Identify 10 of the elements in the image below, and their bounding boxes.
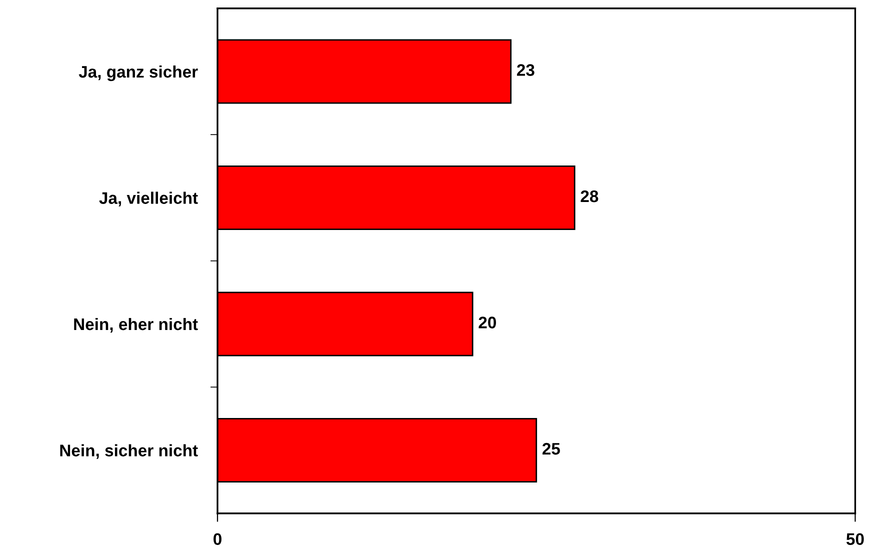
- x-tick-label: 50: [846, 533, 864, 546]
- data-label: 23: [516, 64, 534, 76]
- data-label: 20: [478, 316, 496, 328]
- y-tick-label: Ja, vielleicht: [99, 192, 198, 206]
- data-label: 28: [580, 190, 598, 202]
- y-tick-label: Ja, ganz sicher: [78, 65, 198, 82]
- y-tick-label: Nein, eher nicht: [74, 318, 198, 333]
- y-tick-label: Nein, sicher nicht: [60, 444, 198, 459]
- x-tick-label: 0: [214, 533, 222, 546]
- data-label: 25: [542, 442, 560, 455]
